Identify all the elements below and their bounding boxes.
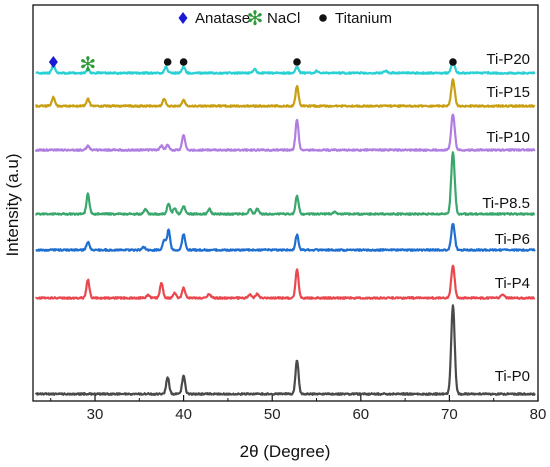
legend-marker-asterisk: ✻	[247, 6, 264, 30]
legend-marker-diamond	[178, 12, 188, 24]
x-axis-ticks: 30 40 50 60 70 80	[50, 395, 547, 423]
series-label: Ti-P8.5	[482, 195, 530, 212]
series-line	[34, 113, 536, 152]
x-tick-label: 70	[441, 406, 458, 423]
phase-marker-dot	[163, 58, 172, 66]
x-tick-label: 50	[264, 406, 281, 423]
series-labels: Ti-P0 Ti-P4 Ti-P6 Ti-P8.5 Ti-P10 Ti-P15 Ti-P20	[482, 51, 530, 385]
x-tick-label: 60	[352, 406, 369, 423]
phase-marker-diamond	[48, 56, 58, 68]
phase-markers: ✻	[48, 52, 457, 76]
x-tick-label: 80	[530, 406, 547, 423]
series-curves	[34, 59, 536, 396]
y-axis-title: Intensity (a.u)	[3, 154, 22, 257]
phase-marker-asterisk: ✻	[80, 52, 97, 76]
series-label: Ti-P6	[495, 231, 530, 248]
series-label: Ti-P0	[495, 368, 530, 385]
x-tick-label: 40	[175, 406, 192, 423]
series-label: Ti-P4	[495, 275, 530, 292]
series-line	[35, 59, 536, 75]
legend: Anatase✻ NaCl Titanium	[178, 6, 392, 30]
series-line	[35, 222, 536, 252]
series-line	[35, 264, 536, 300]
phase-marker-dot	[449, 58, 457, 66]
phase-marker-dot	[293, 58, 301, 66]
legend-marker-dot	[319, 14, 327, 22]
series-line	[34, 304, 536, 396]
legend-label: NaCl	[267, 10, 300, 27]
series-line	[35, 151, 536, 216]
series-label: Ti-P10	[486, 129, 530, 146]
series-label: Ti-P15	[486, 84, 530, 101]
x-axis-title: 2θ (Degree)	[240, 442, 331, 461]
legend-label: Anatase	[195, 10, 250, 27]
series-label: Ti-P20	[486, 51, 530, 68]
legend-label: Titanium	[335, 10, 392, 27]
x-tick-label: 30	[87, 406, 104, 423]
series-line	[35, 78, 536, 108]
plot-frame	[32, 4, 539, 402]
phase-marker-dot	[179, 58, 188, 66]
